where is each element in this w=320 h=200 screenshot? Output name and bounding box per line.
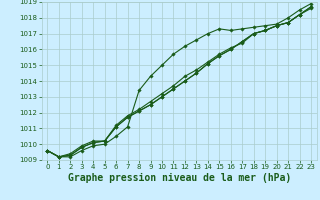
X-axis label: Graphe pression niveau de la mer (hPa): Graphe pression niveau de la mer (hPa) [68,173,291,183]
